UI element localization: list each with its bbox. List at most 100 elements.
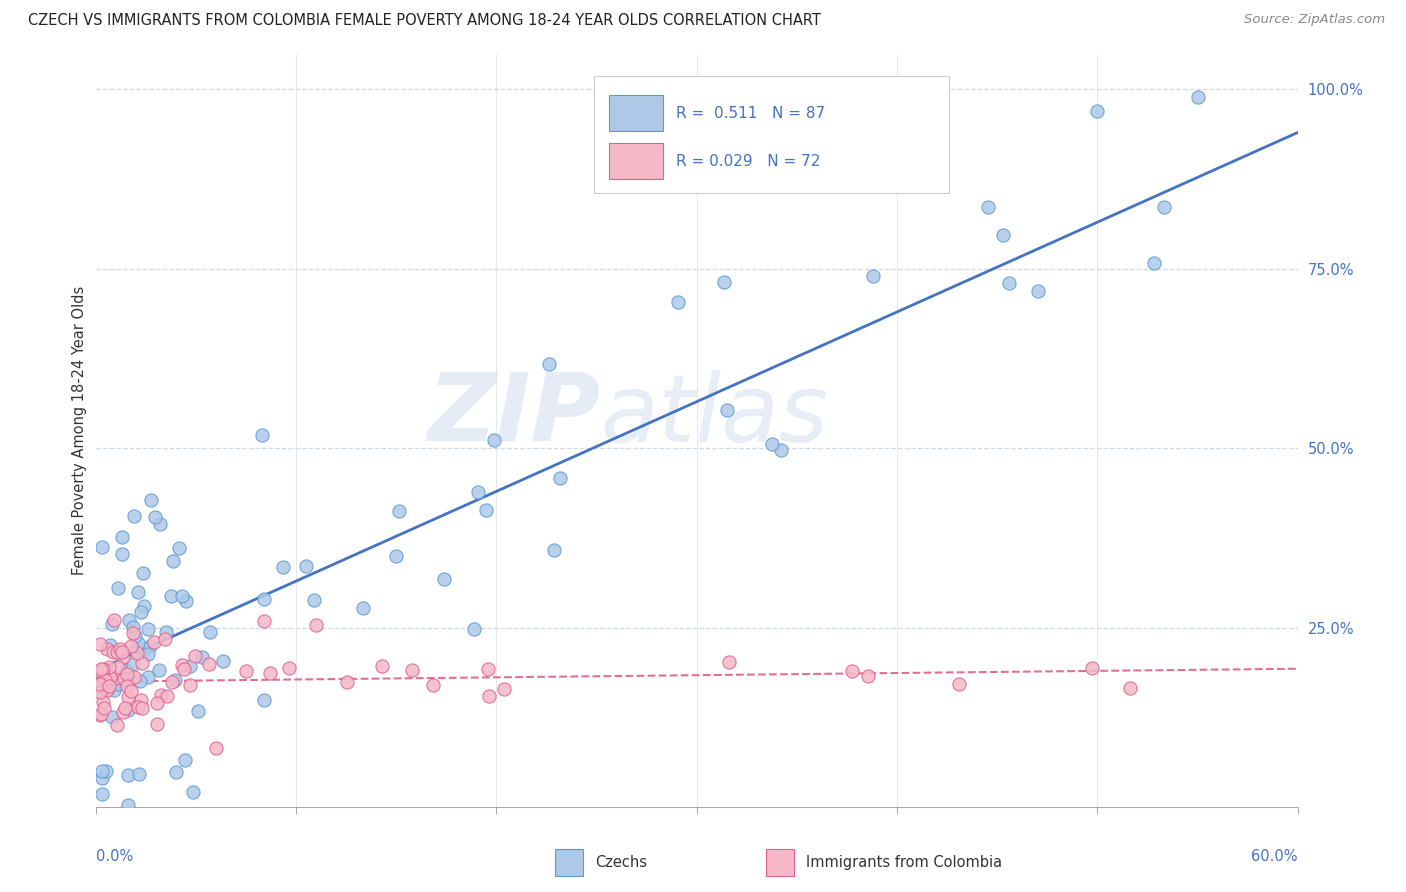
Point	[172, 589, 194, 603]
Point	[96, 683, 118, 698]
Text: Immigrants from Colombia: Immigrants from Colombia	[806, 855, 1001, 870]
Point	[90, 668, 112, 682]
Point	[160, 674, 183, 689]
Point	[1119, 681, 1142, 696]
Point	[111, 547, 134, 561]
Point	[98, 670, 121, 684]
Point	[107, 718, 129, 732]
Point	[205, 741, 228, 756]
Point	[336, 675, 359, 690]
Point	[295, 558, 318, 573]
Point	[463, 622, 485, 636]
Point	[89, 637, 111, 651]
Point	[131, 700, 153, 714]
Point	[111, 649, 134, 664]
Point	[153, 632, 176, 646]
Point	[993, 227, 1015, 242]
Point	[89, 708, 111, 723]
Point	[101, 645, 124, 659]
Text: 0.0%: 0.0%	[96, 848, 132, 863]
Point	[190, 649, 212, 664]
Point	[101, 616, 124, 631]
Point	[110, 530, 132, 544]
Point	[474, 503, 496, 517]
Point	[484, 433, 506, 447]
Point	[841, 665, 863, 679]
Point	[91, 662, 114, 676]
Point	[128, 673, 150, 688]
Point	[103, 683, 125, 698]
Point	[115, 679, 138, 693]
Point	[165, 673, 187, 687]
Point	[170, 658, 193, 673]
Point	[89, 706, 111, 721]
Point	[253, 614, 276, 628]
Point	[107, 581, 129, 595]
Point	[89, 677, 111, 691]
Point	[179, 678, 201, 692]
Point	[90, 787, 112, 801]
Point	[1187, 89, 1209, 103]
Point	[94, 673, 117, 688]
Point	[128, 767, 150, 781]
Point	[108, 641, 131, 656]
Point	[385, 549, 408, 564]
Point	[120, 640, 142, 654]
Point	[401, 663, 423, 677]
Point	[717, 655, 740, 669]
Point	[111, 705, 134, 719]
Point	[143, 510, 166, 524]
Point	[948, 677, 970, 691]
Point	[110, 645, 132, 659]
Point	[856, 669, 879, 683]
Point	[433, 572, 456, 586]
Point	[89, 664, 111, 678]
Point	[302, 592, 325, 607]
Point	[117, 703, 139, 717]
Point	[159, 590, 181, 604]
Point	[422, 678, 444, 692]
Point	[131, 656, 153, 670]
Point	[181, 784, 204, 798]
Point	[1026, 285, 1049, 299]
Point	[371, 658, 394, 673]
FancyBboxPatch shape	[609, 144, 664, 179]
Point	[998, 277, 1021, 291]
Point	[107, 659, 129, 673]
Point	[538, 358, 561, 372]
Point	[134, 599, 156, 613]
Point	[666, 295, 689, 310]
Point	[115, 667, 138, 681]
Point	[96, 642, 118, 657]
Point	[467, 484, 489, 499]
Point	[761, 436, 783, 450]
FancyBboxPatch shape	[609, 95, 664, 131]
Point	[477, 662, 499, 676]
Point	[388, 504, 411, 518]
Point	[122, 657, 145, 671]
Point	[90, 680, 112, 694]
Point	[112, 672, 135, 686]
Text: Source: ZipAtlas.com: Source: ZipAtlas.com	[1244, 13, 1385, 27]
Text: 60.0%: 60.0%	[1251, 848, 1298, 863]
Point	[89, 679, 111, 693]
Point	[91, 764, 114, 778]
Point	[114, 700, 136, 714]
Point	[90, 771, 112, 785]
FancyBboxPatch shape	[595, 76, 949, 193]
Point	[253, 591, 276, 606]
Point	[120, 684, 142, 698]
Point	[124, 629, 146, 643]
Text: R =  0.511   N = 87: R = 0.511 N = 87	[676, 105, 825, 120]
Point	[117, 690, 139, 705]
Point	[97, 679, 120, 693]
Point	[127, 636, 149, 650]
Point	[89, 685, 111, 699]
Point	[115, 663, 138, 677]
Point	[492, 682, 515, 697]
Text: atlas: atlas	[600, 370, 828, 461]
Point	[686, 82, 709, 96]
Point	[173, 753, 195, 767]
Point	[259, 665, 281, 680]
Point	[174, 594, 197, 608]
